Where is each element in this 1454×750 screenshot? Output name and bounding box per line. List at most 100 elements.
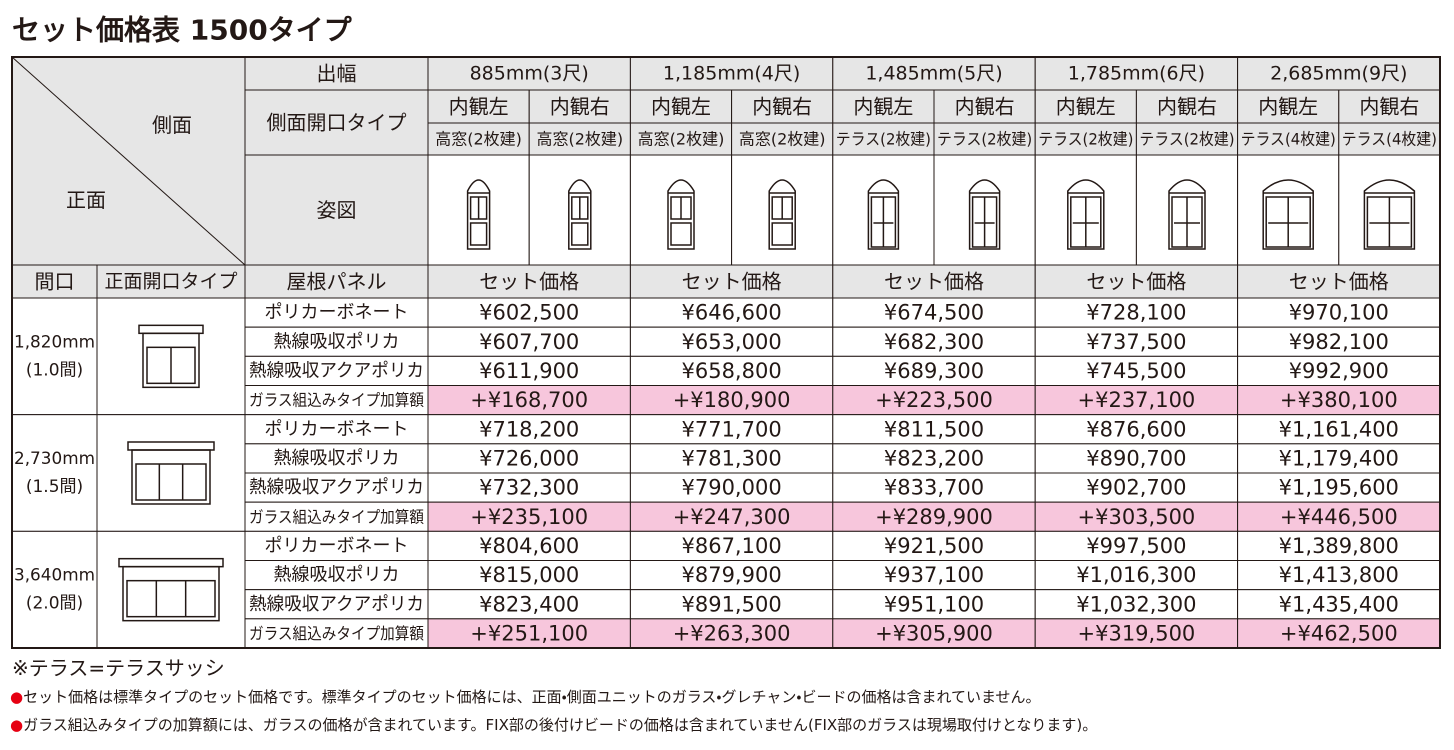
cell-text: 2,730mm — [14, 449, 95, 469]
cell-text: ¥951,100 — [884, 592, 984, 616]
cell — [832, 443, 1036, 474]
cell-text: 熱線吸収ポリカ — [274, 331, 400, 352]
cell-text: 高窓(2枚建) — [536, 130, 623, 149]
cell-text: 内観左 — [651, 95, 711, 119]
cell — [244, 560, 429, 591]
frame — [667, 179, 695, 250]
cell-text: ¥771,700 — [681, 417, 781, 441]
cell-text: 885mm(3尺) — [470, 63, 589, 85]
cell-text: 内観右 — [1359, 95, 1419, 119]
cell-text: ¥921,500 — [884, 534, 984, 558]
cell-text: ¥937,100 — [884, 563, 984, 587]
cell-text: ¥790,000 — [681, 476, 781, 500]
cell-text: 屋根パネル — [287, 270, 387, 294]
cell — [244, 618, 429, 649]
cell-text: 出幅 — [317, 62, 357, 86]
front-figure — [127, 441, 215, 505]
cell — [244, 443, 429, 474]
side-figure — [466, 179, 491, 250]
note: ●ガラス組込みタイプの加算額には、ガラスの価格が含まれています。FIX部の後付け… — [10, 716, 1097, 734]
cell — [832, 326, 1036, 357]
cell — [96, 530, 246, 649]
cell — [1034, 355, 1239, 387]
cell-text: ポリカーボネート — [265, 535, 409, 556]
cell-text: ¥1,195,600 — [1279, 476, 1399, 500]
cell — [1338, 89, 1441, 124]
cell — [832, 472, 1036, 503]
cell-text: ¥1,016,300 — [1076, 563, 1196, 587]
frame — [131, 449, 211, 505]
cell — [1034, 560, 1239, 591]
cell-text: +¥446,500 — [1280, 505, 1398, 529]
cell-text: 正面 — [66, 188, 106, 212]
cell-text: 内観左 — [1056, 95, 1116, 119]
cell — [1034, 264, 1239, 299]
cell-text: +¥237,100 — [1078, 388, 1196, 412]
side-figure — [867, 179, 900, 250]
cell — [427, 264, 631, 299]
cell — [96, 414, 246, 532]
table-border — [11, 56, 1441, 649]
cell — [427, 355, 631, 387]
cell-text: 内観右 — [550, 95, 610, 119]
cell-text: +¥380,100 — [1280, 388, 1398, 412]
cell-text: 高窓(2枚建) — [739, 130, 826, 149]
cell-text: ¥997,500 — [1086, 534, 1186, 558]
cell — [1034, 297, 1239, 328]
cell — [427, 122, 530, 156]
cell-text: 内観右 — [752, 95, 812, 119]
frame — [867, 179, 900, 250]
fix-panel — [771, 222, 793, 246]
cell-text: ガラス組込みタイプ加算額 — [249, 507, 424, 526]
cell — [832, 297, 1036, 328]
cell — [629, 530, 834, 561]
note-bullet: ● — [10, 716, 23, 734]
cell — [1034, 385, 1239, 416]
cell-text: +¥235,100 — [470, 505, 588, 529]
cell — [629, 89, 733, 124]
note-bullet: ● — [10, 688, 23, 706]
cell-text: ¥682,300 — [884, 330, 984, 354]
cell — [427, 414, 631, 445]
cell-text: ¥658,800 — [681, 359, 781, 383]
cell-text: ¥833,700 — [884, 476, 984, 500]
frame — [968, 179, 1001, 250]
fix-panel — [571, 222, 589, 246]
cell-text: テラス(4枚建) — [1241, 130, 1336, 149]
side-figure — [768, 179, 796, 250]
cell-text: 1,785mm(6尺) — [1068, 63, 1205, 85]
cell — [1237, 326, 1441, 357]
cell-text: ¥718,200 — [479, 417, 579, 441]
cell-text: ¥879,900 — [681, 563, 781, 587]
cell — [1034, 443, 1239, 474]
cell-text: ¥804,600 — [479, 534, 579, 558]
cell-text: 熱線吸収アクアポリカ — [249, 594, 424, 615]
cell-text: +¥305,900 — [875, 621, 993, 645]
frame — [1067, 179, 1105, 250]
cell-text: ¥611,900 — [479, 359, 579, 383]
note-text: セット価格は標準タイプのセット価格です。標準タイプのセット価格には、正面・側面ユ… — [23, 688, 1040, 706]
side-figure — [1262, 179, 1314, 250]
cell-text: (1.5間) — [26, 477, 83, 497]
cell — [1237, 56, 1441, 91]
cell-text: +¥303,500 — [1078, 505, 1196, 529]
side-figure — [1363, 179, 1416, 250]
cell — [1237, 297, 1441, 328]
cell — [427, 89, 530, 124]
cell-text: ¥811,500 — [884, 417, 984, 441]
cell-text: +¥180,900 — [673, 388, 791, 412]
cell-text: ¥823,400 — [479, 592, 579, 616]
cell-text: テラス(2枚建) — [836, 130, 931, 149]
cell-text: ¥732,300 — [479, 476, 579, 500]
cell-text: +¥289,900 — [875, 505, 993, 529]
cell-text: 熱線吸収ポリカ — [274, 565, 400, 586]
cell — [244, 56, 429, 91]
cell-text: 3,640mm — [14, 566, 95, 586]
cell-text: ¥689,300 — [884, 359, 984, 383]
cell-text: 1,185mm(4尺) — [663, 63, 800, 85]
cell-text: ¥602,500 — [479, 301, 579, 325]
cell — [1237, 530, 1441, 561]
cell — [933, 89, 1036, 124]
cell — [1237, 589, 1441, 620]
